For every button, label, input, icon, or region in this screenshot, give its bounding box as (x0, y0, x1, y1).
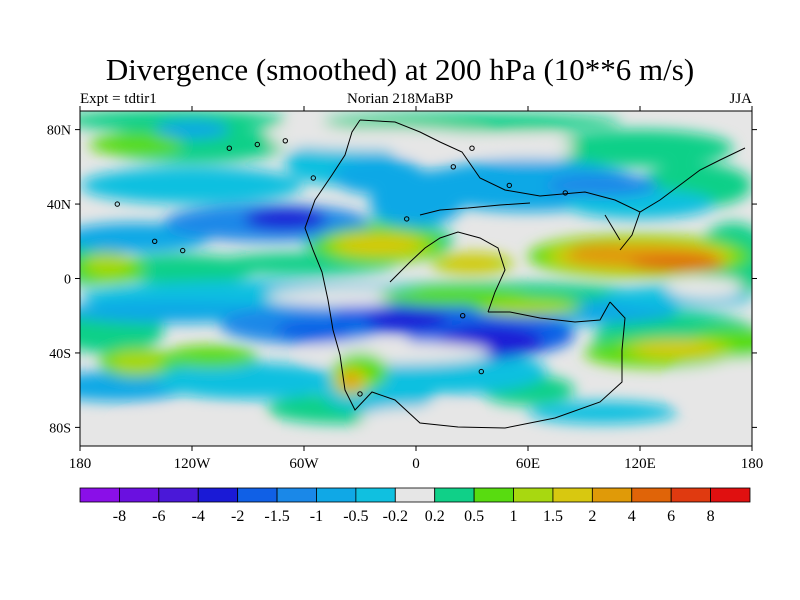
colorbar-swatch (513, 487, 554, 503)
x-tick-label: 60E (516, 456, 540, 472)
contour-region (322, 112, 622, 132)
colorbar-label: -2 (231, 508, 244, 525)
colorbar-label: -8 (113, 508, 126, 525)
island (469, 145, 475, 151)
colorbar-label: -1.5 (264, 508, 289, 525)
colorbar-label: -4 (192, 508, 205, 525)
colorbar-swatch (473, 487, 514, 503)
x-tick-label: 0 (412, 456, 420, 472)
y-tick-label: 80S (49, 421, 71, 436)
colorbar-label: 1 (510, 508, 518, 525)
contour-region (154, 120, 230, 139)
island (254, 141, 260, 148)
island (478, 368, 484, 375)
colorbar-label: 4 (628, 508, 636, 525)
x-tick-label: 180 (69, 456, 92, 472)
contour-region (348, 237, 409, 253)
contour-region (341, 373, 361, 389)
contour-region (546, 174, 659, 197)
contour-region (276, 319, 351, 342)
contour-region (266, 127, 491, 151)
island (180, 247, 186, 254)
x-tick-label: 120E (624, 456, 656, 472)
y-tick-label: 0 (64, 273, 71, 288)
pangea-coastline (304, 119, 746, 429)
colorbar-swatch (434, 487, 475, 503)
x-tick-label: 60W (289, 456, 319, 472)
colorbar-swatch (276, 487, 317, 503)
contour-region (117, 416, 267, 439)
colorbar-swatch (631, 487, 672, 503)
y-tick-label: 40N (47, 198, 71, 213)
island (226, 145, 233, 151)
island (282, 138, 288, 144)
colorbar-label: 2 (588, 508, 596, 525)
contour-region (164, 345, 258, 368)
colorbar-label: 0.2 (425, 508, 445, 525)
contour-region (85, 252, 131, 275)
contour-region (668, 276, 743, 299)
colorbar-swatch (591, 487, 633, 503)
x-tick-label: 120W (174, 456, 212, 472)
colorbar-label: 0.5 (464, 508, 484, 525)
colorbar-swatch (79, 487, 120, 503)
y-tick-label: 80N (47, 124, 71, 139)
colorbar-label: 6 (667, 508, 675, 525)
colorbar-label: 1.5 (543, 508, 563, 525)
island (460, 313, 466, 319)
contour-region (528, 401, 678, 424)
contour-region (442, 256, 502, 271)
island (404, 216, 410, 222)
island (450, 164, 456, 170)
island (562, 190, 568, 196)
chart-title: Divergence (smoothed) at 200 hPa (10**6 … (105, 52, 695, 87)
island (152, 238, 158, 245)
contour-region (154, 362, 342, 400)
x-tick-label: 180 (741, 456, 764, 472)
contour-region (397, 166, 547, 204)
colorbar-swatch (158, 487, 199, 503)
experiment-label: Expt = tdtir1 (80, 91, 157, 107)
colorbar-swatch (394, 487, 436, 503)
colorbar-label: -0.5 (343, 508, 368, 525)
island (357, 391, 363, 397)
contour-region (481, 137, 575, 160)
island (310, 175, 316, 181)
contour-region (481, 300, 575, 316)
contour-region (266, 287, 416, 307)
contour-region (572, 243, 633, 255)
contour-region (546, 129, 734, 167)
contour-region (636, 341, 719, 357)
colorbar-swatch (119, 487, 160, 503)
contour-region (365, 308, 448, 331)
colorbar-label: 8 (707, 508, 715, 525)
contour-region (89, 133, 183, 156)
contour-region (244, 207, 327, 231)
y-tick-label: 40S (49, 347, 71, 362)
colorbar-swatch (710, 487, 751, 503)
contour-region (304, 341, 491, 365)
contour-region (677, 353, 752, 409)
colorbar-swatch (197, 487, 239, 503)
contour-region (378, 287, 528, 307)
colorbar-swatch (355, 487, 396, 503)
colorbar-swatch (316, 487, 357, 503)
colorbar-swatch (552, 487, 593, 503)
island (114, 201, 121, 207)
season-label: JJA (729, 91, 752, 107)
period-label: Norian 218MaBP (347, 91, 454, 107)
colorbar-label: -6 (152, 508, 165, 525)
colorbar-label: -1 (310, 508, 323, 525)
contour-region (80, 166, 304, 204)
colorbar-swatch (237, 487, 278, 503)
colorbar-swatch (670, 487, 711, 503)
colorbar-label: -0.2 (383, 508, 408, 525)
contour-region (109, 351, 163, 374)
contour-region (360, 406, 472, 430)
island (506, 182, 512, 189)
contour-region (628, 256, 726, 271)
